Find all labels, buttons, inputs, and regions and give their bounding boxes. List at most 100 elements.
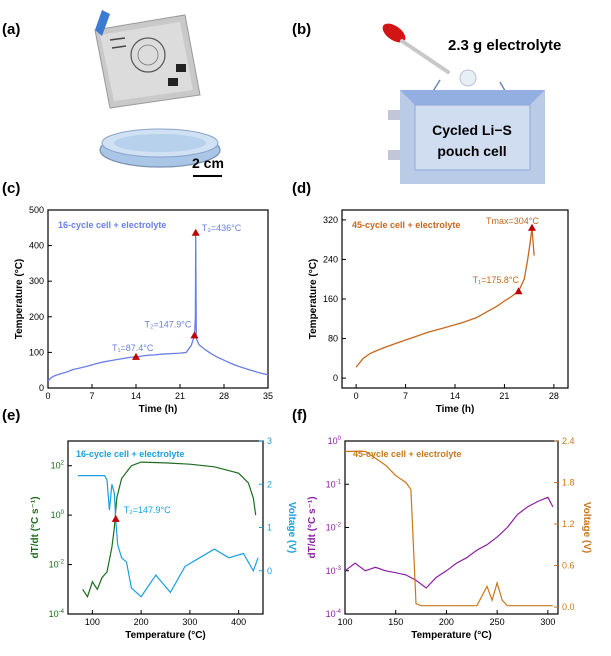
y-tick-label-c: 300 xyxy=(29,276,44,286)
marker-c-0 xyxy=(132,352,140,360)
panel-label-b: (b) xyxy=(292,21,311,38)
chart-title-d: 45-cycle cell + electrolyte xyxy=(352,220,460,230)
series-line-d-0 xyxy=(355,227,535,368)
y-tick-label-d: 0 xyxy=(333,373,338,383)
marker-e-0 xyxy=(111,514,120,522)
x-tick-label-e: 100 xyxy=(85,617,100,627)
x-axis-label-d: Time (h) xyxy=(436,404,475,415)
panel-label-c: (c) xyxy=(2,180,20,197)
y-tick-label-d: 240 xyxy=(323,254,338,264)
series-line-c-0 xyxy=(47,232,269,382)
x-tick-label-c: 28 xyxy=(219,391,229,401)
x-axis-label-c: Time (h) xyxy=(139,404,178,415)
series-line-e-left xyxy=(82,461,257,599)
chart-c: 0 7 14 21 28 35 0 100 200 300 400 500 Time (h) Temper… xyxy=(14,205,273,415)
annotation-c-0: T₁=87.4°C xyxy=(112,343,154,353)
y-tick-label-f: 10-3 xyxy=(326,566,342,576)
chart-title-c: 16-cycle cell + electrolyte xyxy=(58,220,166,230)
dropper-icon xyxy=(382,23,477,87)
marker-d-1 xyxy=(527,223,536,231)
scale-bar-label: 2 cm xyxy=(192,155,224,171)
panel-label-d: (d) xyxy=(292,180,311,197)
series-line-f-right xyxy=(345,450,553,607)
marker-c-1 xyxy=(190,331,199,339)
petri-dish-photo xyxy=(99,128,221,168)
x-axis-label-f: Temperature (°C) xyxy=(411,630,492,641)
y-tick-label-c: 500 xyxy=(29,205,44,215)
y-tick-label-e: 100 xyxy=(51,510,65,520)
y-tick-label-c: 100 xyxy=(29,347,44,357)
annotation-d-0: T₁=175.8°C xyxy=(473,275,520,285)
x-tick-label-f: 150 xyxy=(388,617,403,627)
x-axis-label-e: Temperature (°C) xyxy=(125,630,206,641)
dropper-label: 2.3 g electrolyte xyxy=(448,37,561,54)
x-tick-label-f: 100 xyxy=(337,617,352,627)
y-tick-label-d: 80 xyxy=(328,334,338,344)
x-tick-label-f: 200 xyxy=(439,617,454,627)
y-right-tick-label-f: 0.6 xyxy=(562,561,575,571)
y-right-tick-label-e: 1 xyxy=(267,523,272,533)
y-tick-label-c: 400 xyxy=(29,241,44,251)
x-tick-label-f: 250 xyxy=(490,617,505,627)
y-right-tick-label-f: 1.8 xyxy=(562,478,575,488)
panel-label-e: (e) xyxy=(2,407,20,424)
x-tick-label-c: 7 xyxy=(89,391,94,401)
series-line-f-left xyxy=(344,496,554,589)
x-tick-label-e: 300 xyxy=(182,617,197,627)
y-tick-label-c: 0 xyxy=(39,383,44,393)
y-right-tick-label-f: 0.0 xyxy=(562,602,575,612)
y-axis-label-f: dT/dt (°C s⁻¹) xyxy=(307,496,318,558)
pouch-cell-diagram xyxy=(388,90,545,184)
y-right-axis-label-e: Voltage (V) xyxy=(286,502,297,553)
plot-frame-f xyxy=(344,440,559,615)
marker-d-0 xyxy=(514,287,523,295)
y-right-tick-label-e: 0 xyxy=(267,566,272,576)
y-tick-label-e: 10-2 xyxy=(49,560,65,570)
y-tick-label-f: 10-4 xyxy=(326,609,342,619)
y-right-axis-label-f: Voltage (V) xyxy=(581,502,592,553)
annotation-d-1: Tmax=304°C xyxy=(486,216,539,226)
pouch-cell-photo xyxy=(94,10,201,109)
annotation-c-1: T₂=147.9°C xyxy=(144,319,191,329)
x-tick-label-c: 14 xyxy=(131,391,141,401)
y-tick-label-e: 102 xyxy=(51,461,65,471)
y-tick-label-e: 10-4 xyxy=(49,609,65,619)
x-tick-label-d: 14 xyxy=(450,391,460,401)
x-tick-label-e: 400 xyxy=(231,617,246,627)
plot-frame-d xyxy=(341,209,569,389)
x-tick-label-d: 0 xyxy=(354,391,359,401)
y-tick-label-f: 10-1 xyxy=(326,479,342,489)
plot-frame-c xyxy=(47,209,269,389)
x-tick-label-d: 21 xyxy=(499,391,509,401)
x-tick-label-f: 300 xyxy=(540,617,555,627)
series-line-e-right xyxy=(77,475,259,598)
y-right-tick-label-f: 2.4 xyxy=(562,436,575,446)
y-tick-label-c: 200 xyxy=(29,312,44,322)
marker-c-2 xyxy=(191,228,200,236)
y-right-tick-label-e: 2 xyxy=(267,479,272,489)
chart-e: 100 200 300 400 10-4 10-2 100 102 0 1 2 3 Temperatur… xyxy=(30,436,297,641)
y-axis-label-d: Temperature (°C) xyxy=(308,259,319,340)
panel-label-f: (f) xyxy=(292,407,307,424)
panel-label-a: (a) xyxy=(2,21,20,38)
x-tick-label-c: 35 xyxy=(263,391,273,401)
y-tick-label-f: 10-2 xyxy=(326,523,342,533)
x-tick-label-d: 28 xyxy=(549,391,559,401)
cell-label-line2: pouch cell xyxy=(437,143,506,159)
x-tick-label-c: 21 xyxy=(175,391,185,401)
y-tick-label-d: 160 xyxy=(323,294,338,304)
y-right-tick-label-e: 3 xyxy=(267,436,272,446)
cell-label-line1: Cycled Li−S xyxy=(432,122,512,138)
annotation-c-2: T₃=436°C xyxy=(202,223,242,233)
annotation-e-0: T₂=147.9°C xyxy=(124,505,171,515)
x-tick-label-c: 0 xyxy=(45,391,50,401)
chart-title-e: 16-cycle cell + electrolyte xyxy=(76,449,184,459)
chart-title-f: 45-cycle cell + electrolyte xyxy=(353,449,461,459)
chart-f: 100 150 200 250 300 10-4 10-3 10-2 10-1 100 0.0 0.6… xyxy=(307,436,592,641)
y-axis-label-e: dT/dt (°C s⁻¹) xyxy=(30,496,41,558)
y-right-tick-label-f: 1.2 xyxy=(562,519,575,529)
chart-d: 0 7 14 21 28 0 80 160 240 320 Time (h) Temperature … xyxy=(308,209,569,415)
x-tick-label-e: 200 xyxy=(134,617,149,627)
y-tick-label-d: 320 xyxy=(323,215,338,225)
